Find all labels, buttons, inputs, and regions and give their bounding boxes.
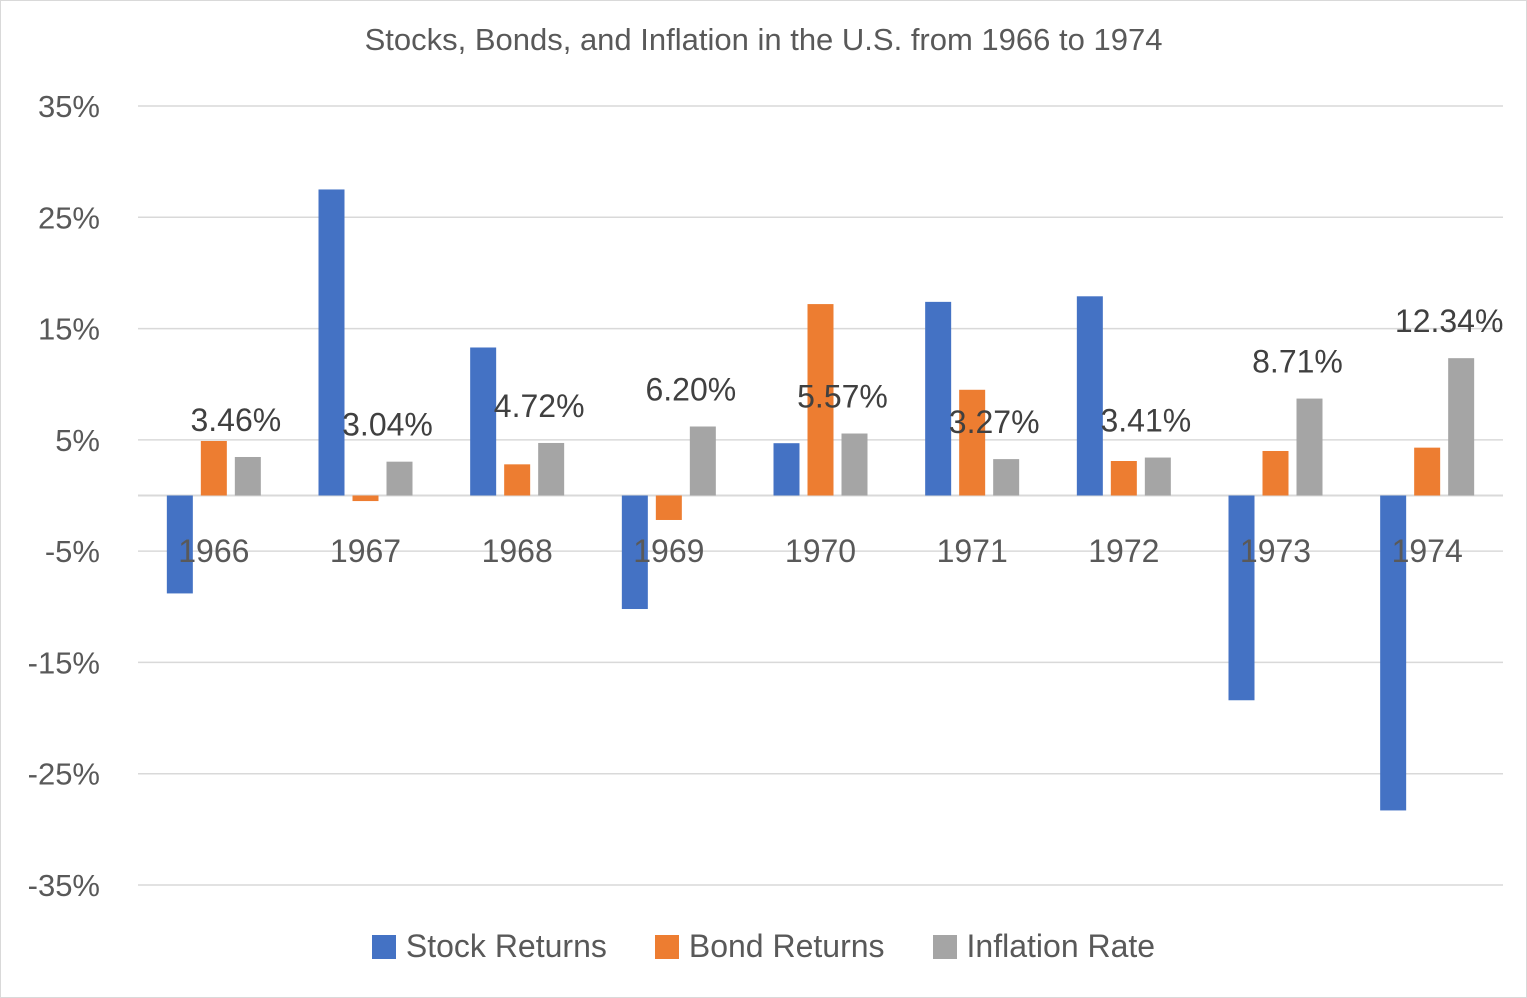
bar-inflation-rate bbox=[689, 426, 716, 496]
data-label: 3.46% bbox=[190, 402, 281, 438]
bar-stock-returns bbox=[1380, 495, 1407, 811]
data-label: 8.71% bbox=[1252, 344, 1343, 380]
category-label: 1973 bbox=[1240, 533, 1311, 569]
bar-stock-returns bbox=[470, 347, 497, 496]
bar-inflation-rate bbox=[1144, 457, 1171, 496]
bar-bond-returns bbox=[352, 495, 379, 502]
bar-inflation-rate bbox=[386, 461, 413, 496]
bar-bond-returns bbox=[504, 464, 531, 496]
category-label: 1972 bbox=[1088, 533, 1159, 569]
legend-item: Stock Returns bbox=[371, 928, 607, 965]
y-tick-label: -5% bbox=[45, 534, 100, 569]
bar-bond-returns bbox=[959, 389, 986, 496]
bar-stock-returns bbox=[773, 443, 800, 496]
legend-item: Bond Returns bbox=[654, 928, 885, 965]
data-label: 4.72% bbox=[494, 388, 585, 424]
category-label: 1966 bbox=[178, 533, 249, 569]
legend-swatch bbox=[371, 934, 396, 959]
category-label: 1971 bbox=[937, 533, 1008, 569]
y-tick-label: 5% bbox=[55, 423, 100, 458]
y-tick-label: 15% bbox=[38, 312, 100, 347]
y-tick-label: -25% bbox=[28, 757, 100, 792]
category-label: 1969 bbox=[633, 533, 704, 569]
bar-stock-returns bbox=[925, 301, 952, 496]
legend-label: Inflation Rate bbox=[966, 928, 1156, 964]
bar-bond-returns bbox=[1262, 450, 1289, 496]
category-label: 1970 bbox=[785, 533, 856, 569]
bar-stock-returns bbox=[1228, 495, 1255, 701]
legend-swatch bbox=[932, 934, 957, 959]
bar-inflation-rate bbox=[993, 459, 1020, 496]
bar-bond-returns bbox=[1414, 447, 1441, 496]
y-tick-label: 35% bbox=[38, 89, 100, 124]
legend: Stock Returns Bond Returns Inflation Rate bbox=[0, 928, 1527, 965]
legend-item: Inflation Rate bbox=[932, 928, 1156, 965]
legend-swatch bbox=[654, 934, 679, 959]
category-label: 1967 bbox=[330, 533, 401, 569]
bar-stock-returns bbox=[621, 495, 648, 610]
category-label: 1974 bbox=[1392, 533, 1463, 569]
bar-inflation-rate bbox=[234, 456, 261, 496]
data-label: 3.41% bbox=[1100, 403, 1191, 439]
legend-label: Bond Returns bbox=[688, 928, 885, 964]
category-label: 1968 bbox=[482, 533, 553, 569]
y-tick-label: -35% bbox=[28, 868, 100, 903]
data-label: 6.20% bbox=[645, 372, 736, 408]
bar-stock-returns bbox=[1076, 296, 1103, 496]
bar-inflation-rate bbox=[1448, 358, 1475, 496]
data-label: 5.57% bbox=[797, 379, 888, 415]
chart-title: Stocks, Bonds, and Inflation in the U.S.… bbox=[364, 22, 1163, 57]
bar-inflation-rate bbox=[1296, 398, 1323, 496]
bar-bond-returns bbox=[655, 495, 682, 520]
data-label: 12.34% bbox=[1395, 303, 1504, 339]
bar-bond-returns bbox=[807, 304, 834, 496]
data-label: 3.27% bbox=[949, 404, 1040, 440]
bar-bond-returns bbox=[1110, 461, 1137, 496]
bar-inflation-rate bbox=[841, 433, 868, 496]
y-tick-label: -15% bbox=[28, 645, 100, 680]
legend-label: Stock Returns bbox=[405, 928, 607, 964]
bar-stock-returns bbox=[166, 495, 193, 594]
bar-stock-returns bbox=[318, 189, 345, 496]
y-tick-label: 25% bbox=[38, 200, 100, 235]
bar-inflation-rate bbox=[538, 442, 565, 496]
data-label: 3.04% bbox=[342, 407, 433, 443]
bar-bond-returns bbox=[200, 440, 227, 496]
